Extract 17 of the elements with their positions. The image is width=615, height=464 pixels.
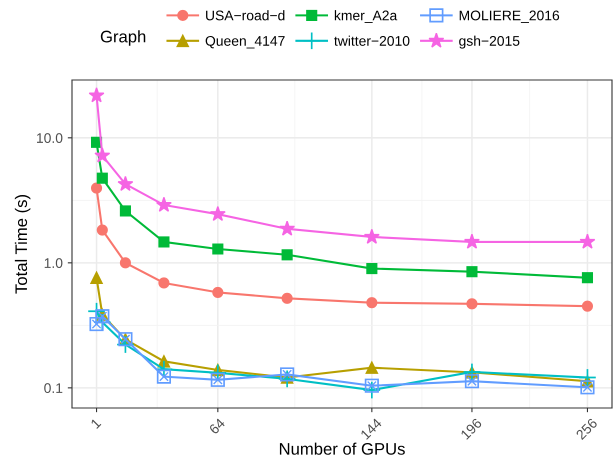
x-tick-label: 144 <box>360 418 382 440</box>
legend-title: Graph <box>100 30 146 46</box>
legend-label: MOLIERE_2016 <box>460 10 560 24</box>
x-tick-label: 1 <box>90 418 102 429</box>
legend-label: gsh−2015 <box>459 36 520 49</box>
y-tick-label: 1.0 <box>44 258 62 268</box>
y-tick-label: 10.0 <box>37 133 62 143</box>
legend-label: Queen_4147 <box>206 36 285 48</box>
y-tick-label: 0.1 <box>44 383 62 394</box>
x-axis-title: Number of GPUs <box>280 442 405 455</box>
legend-label: kmer_A2a <box>334 10 398 24</box>
x-tick-label: 64 <box>208 418 226 435</box>
y-axis-title: Total Time (s) <box>14 195 30 294</box>
legend-label: twitter−2010 <box>334 36 410 46</box>
legend-label: USA−road−d <box>206 10 284 20</box>
x-tick-label: 196 <box>460 418 482 440</box>
x-tick-label: 256 <box>575 418 598 440</box>
